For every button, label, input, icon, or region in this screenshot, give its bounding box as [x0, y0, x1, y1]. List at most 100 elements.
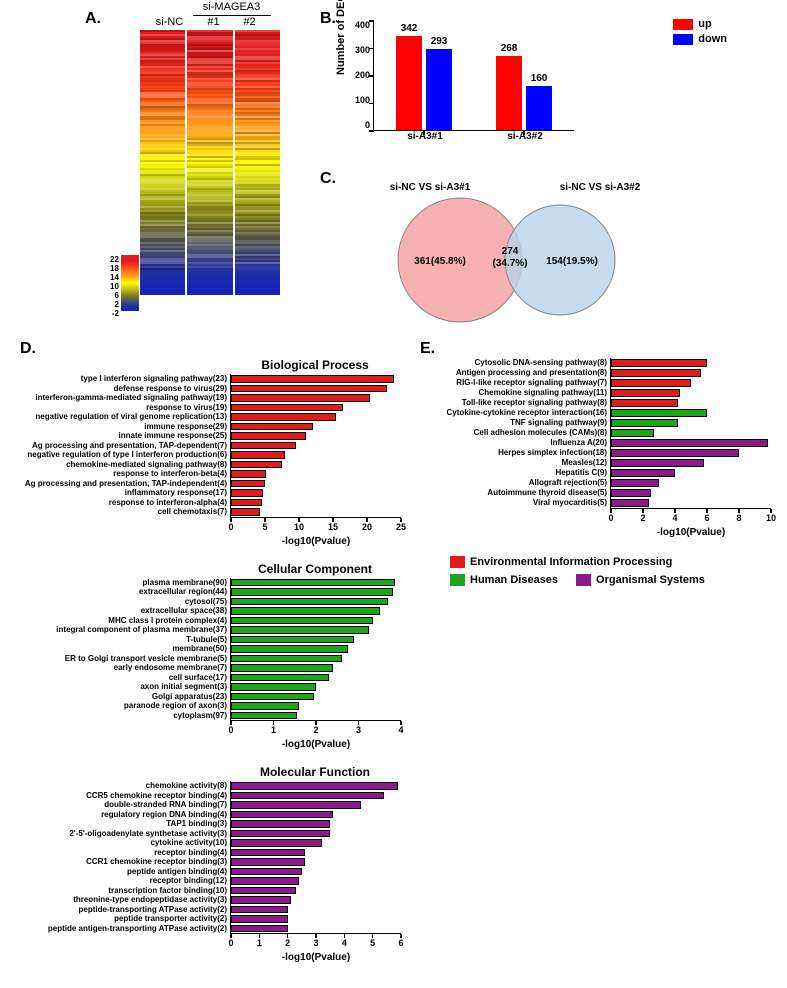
hbar-label: plasma membrane(90) [10, 578, 230, 588]
hbar [231, 801, 361, 809]
hbar [231, 385, 387, 393]
xtick: 6 [393, 938, 409, 948]
hbar [231, 792, 384, 800]
panel-D: D. Biological Processtype I interferon s… [10, 340, 420, 978]
hbar-label: inflammatory response(17) [10, 488, 230, 498]
hbar-label: ER to Golgi transport vesicle membrane(5… [10, 654, 230, 664]
panel-label-E: E. [420, 340, 787, 358]
hbar-label: peptide transporter activity(2) [10, 914, 230, 924]
xlabel: -log10(Pvalue) [231, 536, 401, 547]
hbar [611, 489, 651, 497]
hbar-label: Autoimmune thyroid disease(5) [420, 488, 610, 498]
hbar-label: negative regulation of type I interferon… [10, 450, 230, 460]
hbar [611, 359, 707, 367]
hbar [231, 655, 342, 663]
deg-bar-value: 293 [426, 36, 452, 47]
hbar-label: Cytosolic DNA-sensing pathway(8) [420, 358, 610, 368]
hbar [231, 693, 314, 701]
b-xlabel: si-A3#1 [375, 131, 475, 142]
hbar-label: transcription factor binding(10) [10, 886, 230, 896]
xtick: 10 [291, 522, 307, 532]
hbar-label: cell surface(17) [10, 673, 230, 683]
hbar-label: early endosome membrane(7) [10, 663, 230, 673]
hbar-label: cell chemotaxis(7) [10, 507, 230, 517]
hbar [611, 499, 649, 507]
hbar [231, 877, 299, 885]
hbar [611, 479, 659, 487]
panel-label-D: D. [20, 340, 420, 358]
hbar-label: TAP1 binding(3) [10, 819, 230, 829]
colorbar-tick: 22 [110, 255, 119, 264]
venn-right-label: si-NC VS si-A3#2 [560, 182, 641, 193]
xtick: 1 [266, 725, 282, 735]
hbar [231, 607, 380, 615]
hbar-label: CCR5 chemokine receptor binding(4) [10, 791, 230, 801]
hbar [231, 858, 305, 866]
b-ylabel: Number of DEGs [335, 0, 347, 75]
b-ytick: 200 [355, 70, 370, 80]
hbar [231, 811, 333, 819]
chart-title: Biological Process [230, 358, 400, 372]
hbar-label: chemokine-mediated signaling pathway(8) [10, 460, 230, 470]
hbar-label: cytoplasm(97) [10, 711, 230, 721]
hbar-label: Allograft rejection(5) [420, 478, 610, 488]
xtick: 6 [699, 513, 715, 523]
deg-bar [526, 86, 552, 130]
xlabel: -log10(Pvalue) [231, 739, 401, 750]
hbar [231, 394, 370, 402]
hbar-label: TNF signaling pathway(9) [420, 418, 610, 428]
hbar-label: double-stranded RNA binding(7) [10, 800, 230, 810]
xtick: 1 [251, 938, 267, 948]
b-xlabel: si-A3#2 [475, 131, 575, 142]
hbar [611, 449, 739, 457]
deg-bar [426, 49, 452, 130]
xtick: 20 [359, 522, 375, 532]
hbar-label: threonine-type endopeptidase activity(3) [10, 895, 230, 905]
chart-title: Cellular Component [230, 562, 400, 576]
hbar-label: response to interferon-beta(4) [10, 469, 230, 479]
venn-left-count: 361(45.8%) [414, 256, 466, 267]
hbar [231, 849, 305, 857]
xtick: 25 [393, 522, 409, 532]
hbar [231, 579, 395, 587]
hbar [231, 906, 288, 914]
hbar [231, 683, 316, 691]
deg-bar [496, 56, 522, 130]
heatmap-column [140, 30, 185, 295]
hbar-label: Toll-like receptor signaling pathway(8) [420, 398, 610, 408]
hbar-label: Cytokine-cytokine receptor interaction(1… [420, 408, 610, 418]
hbar-label: Measles(12) [420, 458, 610, 468]
hbar [611, 389, 680, 397]
hbar-label: axon initial segment(3) [10, 682, 230, 692]
hbar [231, 820, 330, 828]
heatmap [140, 30, 280, 295]
hbar-label: Ag processing and presentation, TAP-depe… [10, 441, 230, 451]
panel-label-A: A. [85, 10, 101, 28]
hbar-label: receptor binding(12) [10, 876, 230, 886]
venn-left-label: si-NC VS si-A3#1 [390, 182, 471, 193]
hbar [231, 712, 297, 720]
b-legend: updown [673, 18, 727, 48]
hbar [231, 480, 265, 488]
xtick: 0 [223, 725, 239, 735]
xtick: 2 [280, 938, 296, 948]
heatmap-column [235, 30, 280, 295]
venn-right-count: 154(19.5%) [546, 256, 598, 267]
colorbar-tick: 6 [110, 291, 119, 300]
b-ytick: 300 [355, 45, 370, 55]
hbar-label: negative regulation of viral genome repl… [10, 412, 230, 422]
hbar [231, 489, 263, 497]
xtick: 2 [308, 725, 324, 735]
xtick: 0 [223, 938, 239, 948]
hbar-label: response to interferon-alpha(4) [10, 498, 230, 508]
deg-bar-value: 160 [526, 73, 552, 84]
hbar-label: peptide antigen-transporting ATPase acti… [10, 924, 230, 934]
hbar [231, 782, 398, 790]
b-xaxis-labels: si-A3#1si-A3#2 [375, 131, 575, 142]
hbar [231, 499, 262, 507]
hbar-label: peptide antigen binding(4) [10, 867, 230, 877]
hbar-label: membrane(50) [10, 644, 230, 654]
panel-E: E. Cytosolic DNA-sensing pathway(8)Antig… [420, 340, 787, 978]
hbar [231, 830, 330, 838]
hbar-label: extracellular space(38) [10, 606, 230, 616]
